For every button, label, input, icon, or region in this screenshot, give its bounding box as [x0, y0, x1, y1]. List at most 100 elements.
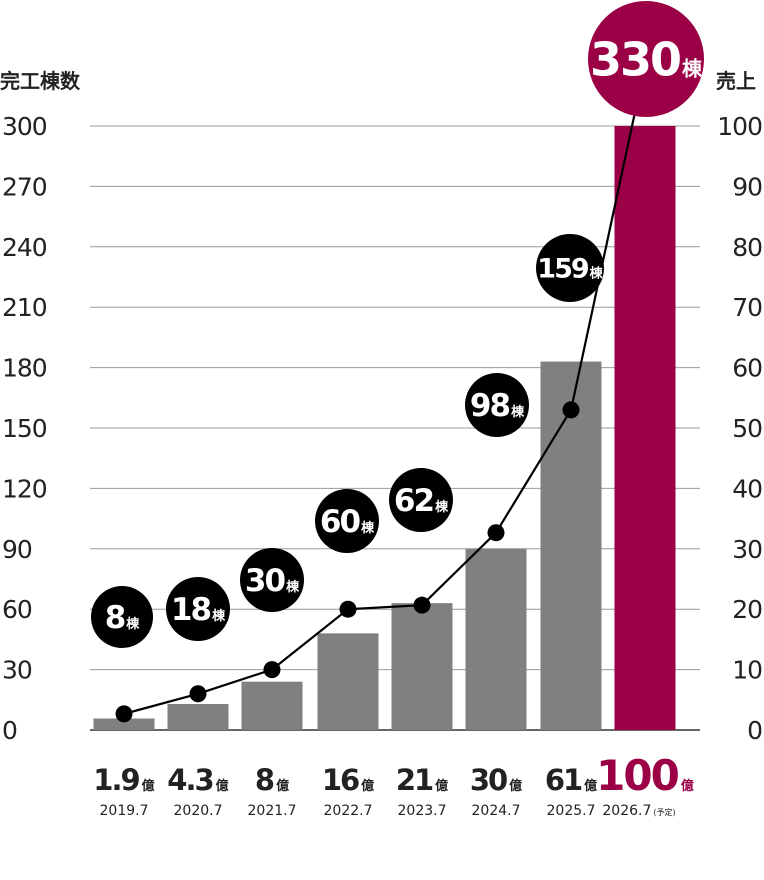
- revenue-label: 4.3 億: [167, 763, 228, 797]
- revenue-value: 61: [545, 763, 582, 797]
- left-tick-label: 300: [2, 112, 47, 141]
- revenue-value: 1.9: [93, 763, 139, 797]
- buildings-count: 159: [537, 254, 589, 285]
- revenue-label: 21 億: [396, 763, 448, 797]
- revenue-bar: [614, 126, 676, 730]
- revenue-value: 16: [322, 763, 359, 797]
- category-label: 2025.7: [547, 803, 596, 819]
- buildings-bubble-label: 98 棟: [470, 388, 525, 424]
- buildings-bubble: [315, 489, 379, 553]
- buildings-point: [339, 600, 357, 618]
- buildings-unit: 棟: [286, 579, 300, 595]
- revenue-bar: [465, 548, 527, 730]
- buildings-bubble-label: 18 棟: [171, 592, 226, 628]
- revenue-label: 100 億: [596, 751, 694, 800]
- revenue-value: 100: [596, 751, 678, 800]
- buildings-line: [115, 57, 654, 723]
- right-tick-label: 80: [732, 233, 762, 262]
- buildings-line-path: [123, 65, 647, 715]
- right-tick-label: 40: [732, 474, 762, 503]
- left-tick-label: 240: [2, 233, 47, 262]
- left-tick-label: 270: [2, 172, 47, 201]
- buildings-point: [263, 661, 281, 679]
- buildings-bubble: [91, 586, 153, 648]
- buildings-count: 62: [394, 483, 433, 519]
- buildings-point: [487, 524, 505, 542]
- revenue-unit: 億: [435, 778, 448, 794]
- left-tick-label: 150: [2, 414, 47, 443]
- buildings-point: [115, 705, 133, 723]
- right-tick-label: 70: [732, 293, 762, 322]
- revenue-bar: [241, 681, 303, 730]
- revenue-label: 1.9 億: [93, 763, 154, 797]
- buildings-bubble: [536, 234, 604, 302]
- revenue-unit: 億: [142, 778, 155, 794]
- left-axis-title: 完工棟数: [0, 69, 81, 93]
- revenue-unit: 億: [276, 778, 289, 794]
- revenue-label: 30 億: [470, 763, 522, 797]
- category-label: 2026.7 (予定): [602, 803, 675, 819]
- right-tick-label: 0: [747, 716, 762, 745]
- buildings-point: [413, 596, 431, 614]
- buildings-bubble: [166, 577, 230, 641]
- revenue-unit: 億: [584, 778, 597, 794]
- revenue-unit: 億: [216, 778, 229, 794]
- revenue-value: 30: [470, 763, 507, 797]
- left-tick-label: 60: [2, 595, 32, 624]
- buildings-unit: 棟: [435, 499, 449, 515]
- revenue-bar: [93, 718, 155, 730]
- buildings-unit: 棟: [682, 57, 703, 81]
- right-tick-label: 90: [732, 172, 762, 201]
- buildings-count: 60: [320, 504, 361, 540]
- category-label: 2020.7: [174, 803, 223, 819]
- buildings-bubble-label: 159 棟: [537, 254, 603, 285]
- right-tick-label: 100: [717, 112, 762, 141]
- buildings-bubble-label: 62 棟: [394, 483, 449, 519]
- buildings-unit: 棟: [361, 520, 375, 536]
- buildings-point: [189, 685, 207, 703]
- buildings-bubble: [588, 1, 704, 117]
- buildings-bubble-label: 30 棟: [245, 563, 300, 599]
- revenue-label: 16 億: [322, 763, 374, 797]
- category-label: 2023.7: [398, 803, 447, 819]
- buildings-unit: 棟: [511, 404, 525, 420]
- category-label: 2021.7: [248, 803, 297, 819]
- revenue-bars: [93, 126, 676, 730]
- revenue-unit: 億: [361, 778, 374, 794]
- revenue-bar: [317, 633, 379, 730]
- right-tick-label: 60: [732, 354, 762, 383]
- right-axis-title: 売上: [716, 69, 756, 93]
- buildings-count: 98: [470, 388, 510, 424]
- revenue-bar: [540, 361, 602, 730]
- buildings-bubble: [240, 548, 304, 612]
- right-tick-label: 20: [732, 595, 762, 624]
- revenue-value: 8: [255, 763, 274, 797]
- revenue-value: 21: [396, 763, 433, 797]
- revenue-unit: 億: [509, 778, 522, 794]
- buildings-count: 30: [245, 563, 286, 599]
- revenue-value: 4.3: [167, 763, 212, 797]
- left-tick-label: 30: [2, 656, 32, 685]
- buildings-bubble: [465, 373, 529, 437]
- left-tick-label: 0: [2, 716, 17, 745]
- left-tick-label: 120: [2, 474, 47, 503]
- right-tick-label: 30: [732, 535, 762, 564]
- left-tick-label: 210: [2, 293, 47, 322]
- buildings-unit: 棟: [590, 266, 604, 282]
- revenue-label: 61 億: [545, 763, 597, 797]
- right-tick-label: 10: [732, 656, 762, 685]
- category-label: 2019.7: [100, 803, 149, 819]
- buildings-count: 330: [590, 33, 680, 87]
- left-tick-label: 90: [2, 535, 32, 564]
- revenue-bar: [167, 704, 229, 730]
- forecast-note: (予定): [653, 807, 675, 817]
- buildings-bubble-label: 330 棟: [590, 33, 703, 87]
- category-label: 2024.7: [472, 803, 521, 819]
- category-label: 2022.7: [324, 803, 373, 819]
- buildings-count: 18: [171, 592, 211, 628]
- buildings-point: [562, 401, 580, 419]
